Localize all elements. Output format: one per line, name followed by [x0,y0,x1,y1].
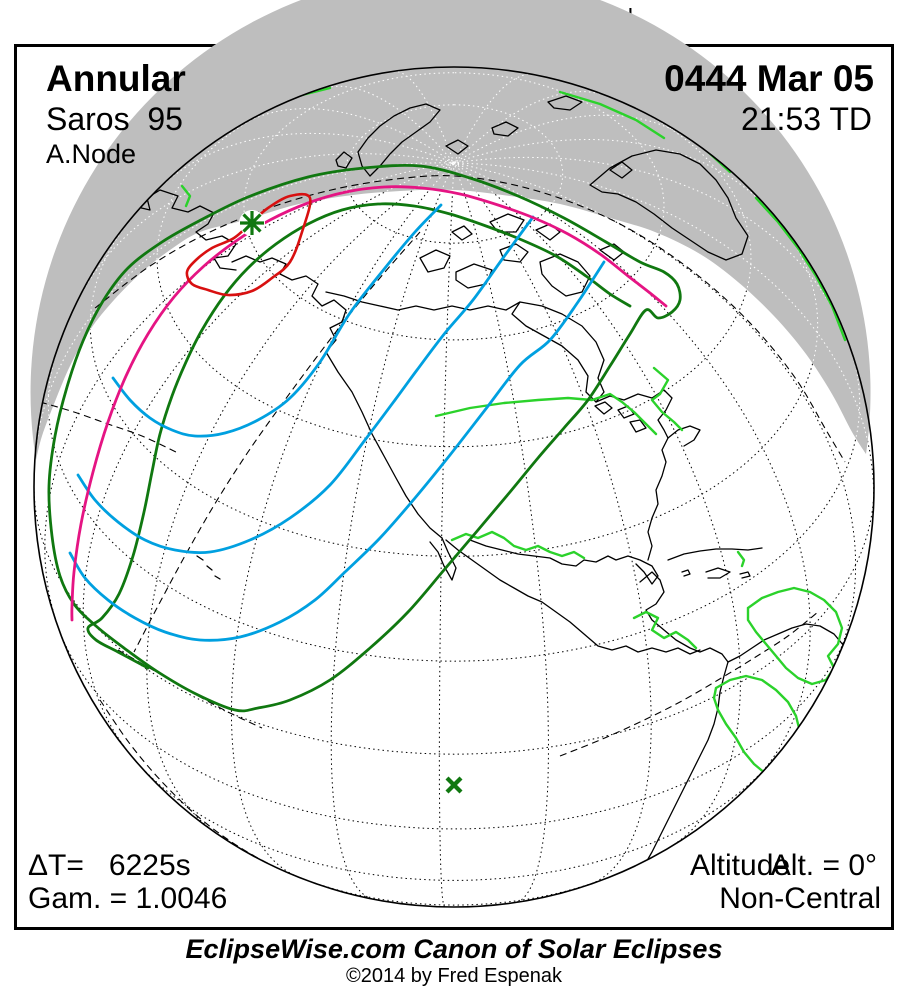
rise-set-inner-curve [86,202,632,670]
coastline [445,539,701,655]
subsolar-x-mark [445,776,463,794]
max-eclipse-curve-3 [68,260,606,642]
night-shading [30,0,871,460]
node-label: A.Node [46,139,137,169]
coastline [595,389,673,439]
coastline [450,530,586,560]
greatest-eclipse-star [239,210,265,236]
coastline [335,151,353,169]
max-eclipse-curve-2 [76,215,535,555]
coastline [589,149,749,261]
max-eclipse-curve-1 [111,203,443,438]
eclipse-type-label: Annular [46,58,186,99]
coastline [736,550,746,568]
coastline [639,571,729,663]
coastline [499,243,529,263]
coastline [705,567,731,579]
eclipse-date: 0444 Mar 05 [664,58,874,99]
coastline [455,263,493,289]
coastline [643,661,729,867]
coastline [650,366,684,432]
coastline [434,392,658,436]
coastline [325,351,443,539]
coastline [539,253,591,297]
axis-dash-southwest [133,231,421,653]
coastline [754,196,847,342]
coastline [469,539,659,585]
coastline [609,161,633,179]
canon-title: EclipseWise.com Canon of Solar Eclipses [185,934,723,964]
copyright-line: ©2014 by Fred Espenak [346,965,562,987]
central-status: Non-Central [719,882,881,915]
penumbral-limit-magenta [70,185,668,622]
coastline [712,674,802,778]
coastline [667,547,763,561]
coastline [558,90,666,140]
earth-limb [33,66,875,908]
delta-t-value: ΔT= 6225s [28,849,191,882]
gamma-value: Gam. = 1.0046 [28,882,228,915]
coastline [491,121,519,137]
coastline [629,419,647,433]
coastline [206,565,213,571]
coastline [535,223,561,241]
coastline [180,184,192,208]
coastline [647,425,701,561]
coastline [196,555,204,561]
coastline [617,405,635,419]
coastline [445,139,469,155]
coastline [511,301,605,403]
coastline [357,103,441,177]
coastline [214,575,221,580]
eclipse-time: 21:53 TD [740,101,872,137]
coastline [727,623,851,691]
coastline [547,95,583,111]
coastline [594,401,613,415]
dash-southeast [559,611,819,757]
coastline [419,249,451,273]
altitude-word: Altitude [690,849,791,882]
penumbral-limit-oval [47,163,682,713]
coastline [231,255,347,353]
saros-label: Saros 95 [46,101,183,137]
coastline [681,569,691,577]
coastline [746,586,844,686]
coastline [632,610,698,650]
dash-bottom-left [117,649,263,729]
coastline [739,571,751,579]
coastline [429,537,457,581]
altitude-value: Alt. = 0° [770,849,877,882]
coastline [451,225,473,241]
